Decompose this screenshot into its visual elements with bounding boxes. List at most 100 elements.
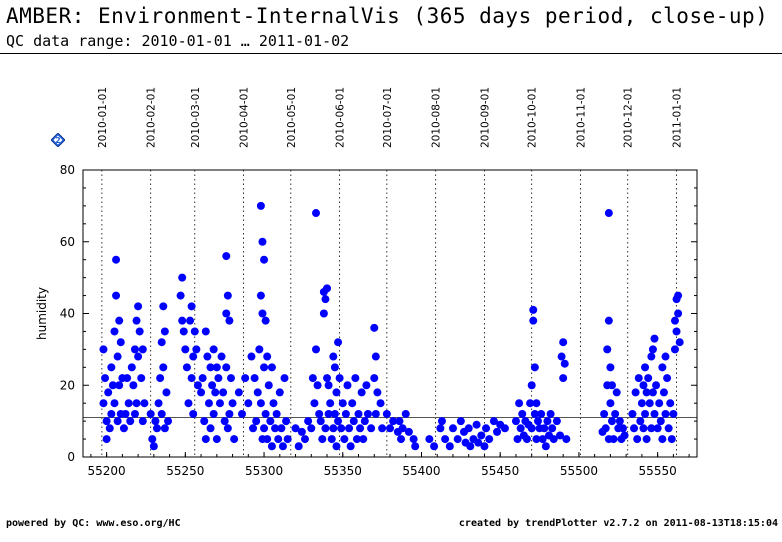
data-point bbox=[330, 363, 339, 372]
data-point bbox=[310, 399, 319, 408]
data-point bbox=[184, 399, 193, 408]
data-point bbox=[226, 374, 235, 383]
data-point bbox=[516, 424, 525, 433]
data-point bbox=[201, 435, 210, 444]
help-question-icon[interactable]: 2 bbox=[51, 133, 65, 147]
y-axis-label: humidity bbox=[35, 287, 49, 340]
month-grid bbox=[101, 170, 677, 457]
data-point bbox=[258, 309, 267, 318]
data-point bbox=[113, 417, 122, 426]
data-point bbox=[615, 417, 624, 426]
data-point bbox=[162, 388, 171, 397]
data-point bbox=[157, 409, 166, 418]
y-tick-label: 60 bbox=[60, 235, 75, 249]
data-point bbox=[312, 345, 321, 354]
x-axis: 55200 55250 55300 55350 55400 55450 55500 55550 bbox=[88, 452, 690, 478]
data-point bbox=[338, 399, 347, 408]
data-point bbox=[500, 424, 509, 433]
data-point bbox=[223, 424, 232, 433]
data-point bbox=[135, 327, 144, 336]
data-point bbox=[340, 435, 349, 444]
data-point bbox=[113, 352, 122, 361]
data-point bbox=[321, 295, 330, 304]
data-point bbox=[119, 424, 128, 433]
data-point bbox=[655, 399, 664, 408]
data-point bbox=[323, 374, 332, 383]
data-point bbox=[267, 442, 276, 451]
data-point bbox=[600, 409, 609, 418]
data-point bbox=[148, 435, 157, 444]
data-point bbox=[477, 431, 486, 440]
data-point bbox=[362, 381, 371, 390]
data-point bbox=[522, 435, 531, 444]
data-point bbox=[319, 309, 328, 318]
data-point bbox=[664, 424, 673, 433]
data-point bbox=[138, 417, 147, 426]
header-divider bbox=[0, 53, 782, 54]
data-point bbox=[222, 363, 231, 372]
data-point bbox=[334, 417, 343, 426]
data-point bbox=[349, 417, 358, 426]
data-point bbox=[312, 209, 321, 218]
data-point bbox=[650, 409, 659, 418]
data-point bbox=[663, 374, 672, 383]
data-point bbox=[559, 374, 568, 383]
data-point bbox=[345, 424, 354, 433]
data-point bbox=[540, 424, 549, 433]
data-point bbox=[398, 424, 407, 433]
data-point bbox=[378, 424, 387, 433]
data-point bbox=[234, 388, 243, 397]
data-point bbox=[294, 442, 303, 451]
data-point bbox=[658, 363, 667, 372]
y-tick-label: 20 bbox=[60, 378, 75, 392]
data-point bbox=[203, 352, 212, 361]
data-point bbox=[160, 424, 169, 433]
data-point bbox=[249, 424, 258, 433]
data-point bbox=[282, 417, 291, 426]
x-tick-label: 55450 bbox=[481, 464, 519, 478]
data-point bbox=[343, 381, 352, 390]
data-point bbox=[332, 442, 341, 451]
data-point bbox=[389, 417, 398, 426]
data-point bbox=[607, 417, 616, 426]
data-point bbox=[647, 424, 656, 433]
data-point bbox=[538, 435, 547, 444]
data-point bbox=[456, 417, 465, 426]
data-point bbox=[647, 352, 656, 361]
data-point bbox=[560, 359, 569, 368]
data-point bbox=[178, 273, 187, 282]
data-point bbox=[370, 374, 379, 383]
data-point bbox=[537, 409, 546, 418]
data-point bbox=[101, 374, 110, 383]
data-point bbox=[329, 424, 338, 433]
data-point bbox=[404, 427, 413, 436]
data-point bbox=[244, 399, 253, 408]
data-point bbox=[642, 388, 651, 397]
data-point bbox=[217, 352, 226, 361]
month-label: 2010-10-01 bbox=[527, 87, 539, 148]
page-title: AMBER: Environment-InternalVis (365 days… bbox=[6, 4, 769, 28]
x-tick-label: 55550 bbox=[639, 464, 677, 478]
data-point bbox=[324, 409, 333, 418]
data-point bbox=[241, 374, 250, 383]
data-point bbox=[261, 316, 270, 325]
data-point bbox=[474, 438, 483, 447]
humidity-scatter-chart: 55200 55250 55300 55350 55400 55450 55500 55550… bbox=[35, 87, 698, 478]
data-point bbox=[247, 352, 256, 361]
data-point bbox=[238, 409, 247, 418]
data-point bbox=[189, 409, 198, 418]
data-point bbox=[485, 435, 494, 444]
data-point bbox=[267, 363, 276, 372]
data-point bbox=[669, 409, 678, 418]
data-point bbox=[656, 417, 665, 426]
month-label: 2010-04-01 bbox=[239, 87, 251, 148]
data-point bbox=[176, 291, 185, 300]
data-point bbox=[637, 399, 646, 408]
month-label: 2011-01-01 bbox=[672, 87, 684, 148]
data-point bbox=[606, 363, 615, 372]
data-point bbox=[546, 409, 555, 418]
data-point bbox=[351, 374, 360, 383]
month-label: 2010-08-01 bbox=[431, 87, 443, 148]
data-point bbox=[326, 399, 335, 408]
data-point bbox=[156, 374, 165, 383]
